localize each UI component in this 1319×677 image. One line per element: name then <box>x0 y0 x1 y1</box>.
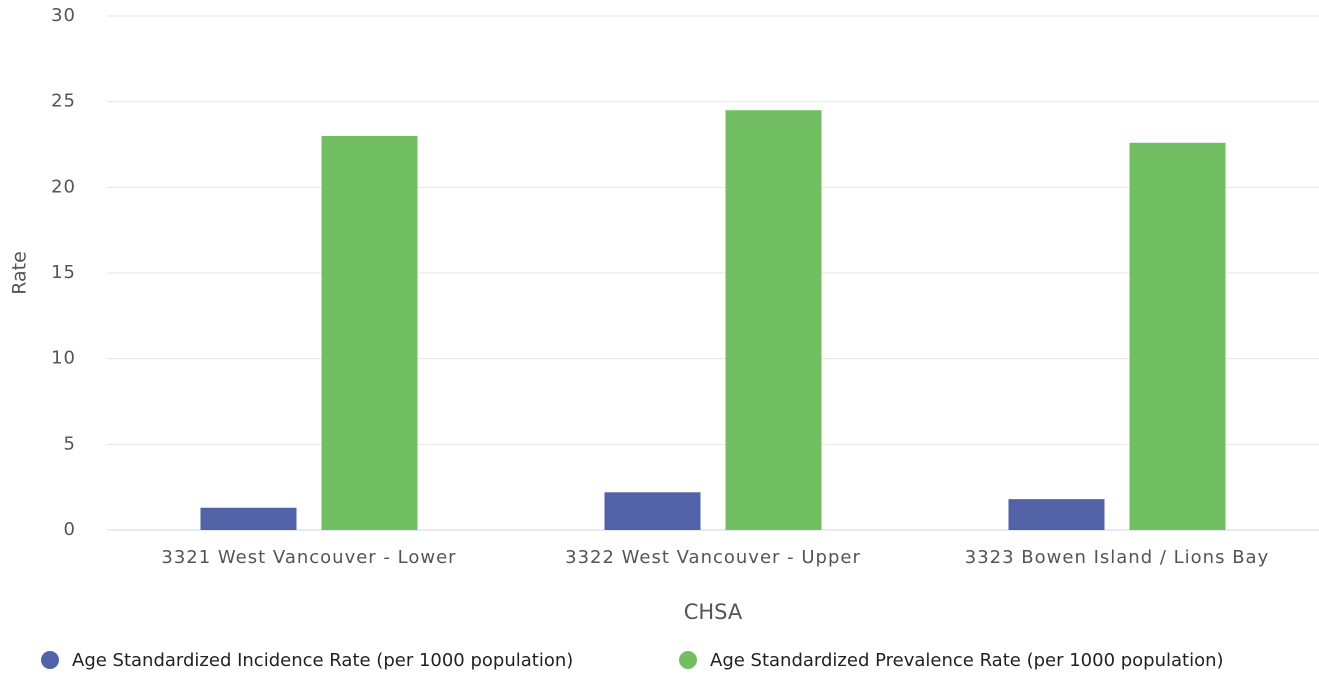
legend-label: Age Standardized Prevalence Rate (per 10… <box>710 650 1224 671</box>
legend-marker <box>679 651 697 669</box>
x-tick-label: 3323 Bowen Island / Lions Bay <box>965 547 1269 568</box>
y-tick-label: 10 <box>51 348 76 369</box>
y-axis-title: Rate <box>9 251 31 295</box>
bar <box>321 135 418 530</box>
y-tick-label: 0 <box>64 519 76 540</box>
y-tick-label: 25 <box>51 91 76 112</box>
y-tick-label: 30 <box>51 5 76 26</box>
y-tick-label: 15 <box>51 262 76 283</box>
bar <box>200 507 297 530</box>
x-tick-label: 3322 West Vancouver - Upper <box>565 547 861 568</box>
x-axis-title: CHSA <box>684 600 743 624</box>
x-tick-label: 3321 West Vancouver - Lower <box>161 547 456 568</box>
y-tick-label: 20 <box>51 176 76 197</box>
bar <box>1129 142 1226 530</box>
legend-marker <box>41 651 59 669</box>
y-tick-label: 5 <box>64 433 76 454</box>
bar <box>1008 499 1105 530</box>
bar <box>604 492 701 530</box>
bar <box>725 110 822 530</box>
legend-label: Age Standardized Incidence Rate (per 100… <box>72 650 573 671</box>
